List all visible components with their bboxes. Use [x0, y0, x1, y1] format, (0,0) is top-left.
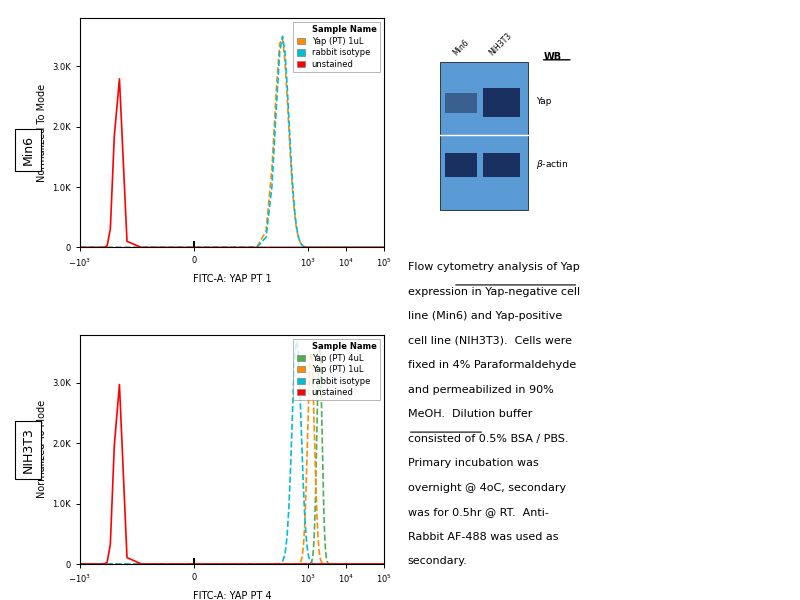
Text: overnight @ 4oC, secondary: overnight @ 4oC, secondary: [408, 483, 566, 493]
Text: Rabbit AF-488 was used as: Rabbit AF-488 was used as: [408, 532, 558, 542]
Text: $\beta$-actin: $\beta$-actin: [536, 158, 569, 171]
Text: cell line (NIH3T3).  Cells were: cell line (NIH3T3). Cells were: [408, 335, 572, 346]
FancyBboxPatch shape: [483, 153, 520, 176]
Text: NIH3T3: NIH3T3: [22, 427, 34, 473]
X-axis label: FITC-A: YAP PT 1: FITC-A: YAP PT 1: [193, 274, 271, 284]
Legend: Sample Name, Yap (PT) 4uL, Yap (PT) 1uL, rabbit isotype, unstained: Sample Name, Yap (PT) 4uL, Yap (PT) 1uL,…: [294, 339, 380, 400]
Text: Yap: Yap: [536, 97, 551, 106]
Legend: Sample Name, Yap (PT) 1uL, rabbit isotype, unstained: Sample Name, Yap (PT) 1uL, rabbit isotyp…: [294, 22, 380, 73]
Text: Min6: Min6: [22, 135, 34, 165]
Text: Flow cytometry analysis of Yap: Flow cytometry analysis of Yap: [408, 262, 579, 272]
FancyBboxPatch shape: [483, 88, 520, 117]
Text: Primary incubation was: Primary incubation was: [408, 458, 538, 469]
Text: was for 0.5hr @ RT.  Anti-: was for 0.5hr @ RT. Anti-: [408, 508, 549, 517]
FancyBboxPatch shape: [445, 153, 477, 176]
FancyBboxPatch shape: [440, 62, 528, 210]
Text: WB: WB: [544, 52, 562, 62]
Y-axis label: Normalized To Mode: Normalized To Mode: [37, 83, 46, 182]
Text: line (Min6) and Yap-positive: line (Min6) and Yap-positive: [408, 311, 562, 321]
Y-axis label: Normalized To Mode: Normalized To Mode: [37, 400, 46, 499]
Text: expression in Yap-negative cell: expression in Yap-negative cell: [408, 287, 580, 296]
Text: secondary.: secondary.: [408, 556, 468, 566]
Text: Min6: Min6: [451, 38, 470, 58]
Text: consisted of 0.5% BSA / PBS.: consisted of 0.5% BSA / PBS.: [408, 434, 568, 444]
Text: NIH3T3: NIH3T3: [488, 32, 514, 58]
FancyBboxPatch shape: [445, 94, 477, 113]
Text: and permeabilized in 90%: and permeabilized in 90%: [408, 385, 554, 395]
Text: fixed in 4% Paraformaldehyde: fixed in 4% Paraformaldehyde: [408, 360, 576, 370]
Text: MeOH.  Dilution buffer: MeOH. Dilution buffer: [408, 409, 532, 419]
X-axis label: FITC-A: YAP PT 4: FITC-A: YAP PT 4: [193, 591, 271, 600]
